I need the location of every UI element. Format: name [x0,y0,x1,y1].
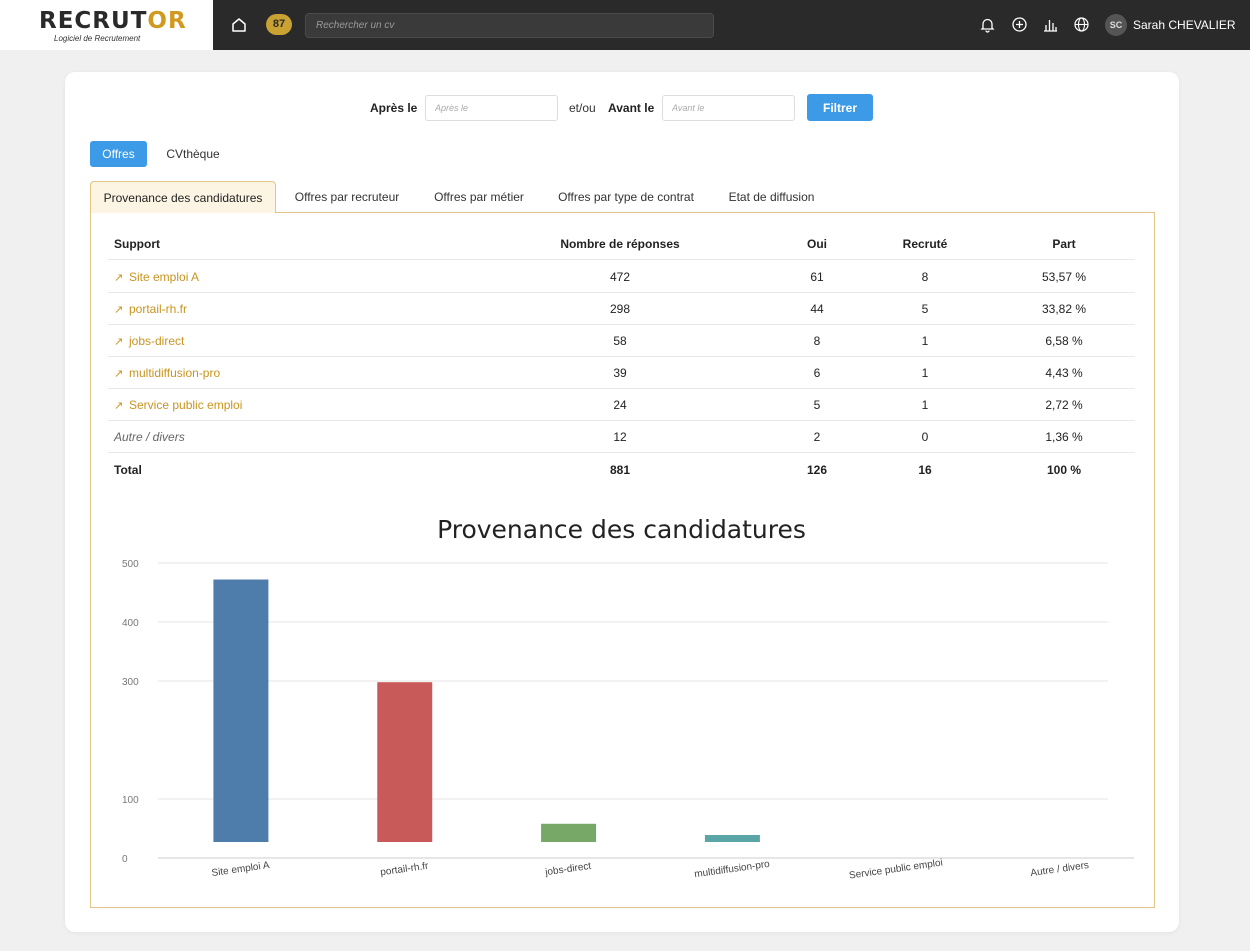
after-date-label: Après le [370,101,418,115]
user-avatar[interactable]: SC [1105,14,1127,36]
external-link-icon: ↗ [114,304,124,316]
cell-reponses: 24 [613,398,627,412]
x-tick-label: Service public emploi [848,858,943,882]
filter-button[interactable]: Filtrer [807,94,873,121]
external-link-icon: ↗ [114,336,124,348]
and-or-separator: et/ou [569,101,596,115]
total-label: Total [114,463,142,477]
cell-recrute: 0 [921,430,929,444]
before-date-input[interactable] [662,95,795,121]
tab-panel [90,212,1155,908]
tab-offres-par-type-contrat[interactable]: Offres par type de contrat [558,190,694,204]
y-tick-label: 100 [122,795,139,806]
cell-reponses: 472 [609,270,631,284]
cell-reponses: 39 [613,366,627,380]
cell-oui: 2 [813,430,821,444]
home-icon[interactable] [230,16,248,34]
bar-chart: 0 100 300 400 500 Site emploi A portail-rh.fr j… [122,559,1134,882]
external-link-icon: ↗ [114,400,124,412]
support-label: Autre / divers [114,430,185,444]
bell-icon[interactable] [979,16,996,33]
header-recrute: Recruté [902,237,948,251]
tab-offres-par-metier[interactable]: Offres par métier [434,190,524,204]
header-reponses: Nombre de réponses [560,237,680,251]
cell-part: 2,72 % [1045,398,1083,412]
table-row: ↗ Service public emploi 24 5 1 2,72 % [108,389,1135,421]
logo-subtitle: Logiciel de Recrutement [54,34,141,43]
x-tick-label: Site emploi A [211,860,271,879]
external-link-icon: ↗ [114,272,124,284]
add-circle-icon[interactable] [1011,16,1028,33]
globe-icon[interactable] [1073,16,1090,33]
header-support: Support [114,237,160,251]
logo-text: RECRUTOR [39,8,187,34]
table-row: ↗ multidiffusion-pro 39 6 1 4,43 % [108,357,1135,389]
support-link[interactable]: ↗ Site emploi A [114,261,199,293]
cell-part: 1,36 % [1045,430,1083,444]
cell-part: 53,57 % [1041,270,1087,284]
notification-count-badge[interactable]: 87 [266,14,292,35]
cell-part: 6,58 % [1045,334,1083,348]
chart-bar [541,823,597,842]
cell-recrute: 8 [921,270,929,284]
tab-offres-par-recruteur[interactable]: Offres par recruteur [294,190,400,204]
table-row: Autre / divers 12 2 0 1,36 % [108,421,1135,453]
cell-part: 4,43 % [1045,366,1083,380]
x-tick-label: Autre / divers [1030,860,1090,879]
table-row: ↗ Site emploi A 472 61 8 53,57 % [108,261,1135,293]
cell-oui: 8 [813,334,821,348]
search-input[interactable] [305,13,714,38]
cell-recrute: 1 [921,334,929,348]
total-recrute: 16 [918,463,932,477]
support-link[interactable]: ↗ Service public emploi [114,389,242,421]
before-date-label: Avant le [608,101,655,115]
support-link[interactable]: ↗ portail-rh.fr [114,293,187,325]
cell-oui: 61 [810,270,824,284]
table-row: ↗ portail-rh.fr 298 44 5 33,82 % [108,293,1135,325]
cell-recrute: 1 [921,366,929,380]
chart-bar [704,834,760,842]
cell-oui: 5 [813,398,821,412]
cell-recrute: 5 [921,302,929,316]
y-tick-label: 400 [122,618,139,629]
cell-reponses: 12 [613,430,627,444]
cell-recrute: 1 [921,398,929,412]
bar-chart-icon[interactable] [1042,16,1059,33]
y-tick-label: 300 [122,677,139,688]
support-link[interactable]: ↗ multidiffusion-pro [114,357,220,389]
cell-oui: 6 [813,366,821,380]
x-tick-label: multidiffusion-pro [694,859,771,881]
cell-part: 33,82 % [1041,302,1087,316]
total-oui: 126 [806,463,828,477]
pill-cvtheque[interactable]: CVthèque [166,147,220,161]
table-header-row: Support Nombre de réponses Oui Recruté P… [108,228,1135,260]
tab-etat-de-diffusion[interactable]: Etat de diffusion [728,190,815,204]
header-part: Part [1052,237,1076,251]
table-total-row: Total 881 126 16 100 % [108,454,1135,486]
total-reponses: 881 [609,463,631,477]
external-link-icon: ↗ [114,368,124,380]
after-date-input[interactable] [425,95,558,121]
top-navbar: RECRUTOR Logiciel de Recrutement 87 SC S… [0,0,1250,50]
logo[interactable]: RECRUTOR Logiciel de Recrutement [0,0,213,50]
tab-provenance[interactable]: Provenance des candidatures [90,181,276,213]
x-tick-label: jobs-direct [544,861,592,878]
support-link[interactable]: ↗ jobs-direct [114,325,184,357]
cell-reponses: 58 [613,334,627,348]
pill-offres[interactable]: Offres [90,141,147,167]
table-row: ↗ jobs-direct 58 8 1 6,58 % [108,325,1135,357]
cell-reponses: 298 [609,302,631,316]
user-name[interactable]: Sarah CHEVALIER [1133,18,1236,32]
chart-title: Provenance des candidatures [437,515,806,544]
chart-bar [213,579,269,842]
total-part: 100 % [1046,463,1082,477]
y-tick-label: 0 [122,854,128,865]
chart-bar [377,682,433,842]
x-tick-label: portail-rh.fr [380,861,430,879]
cell-oui: 44 [810,302,824,316]
y-tick-label: 500 [122,559,139,570]
header-oui: Oui [807,237,827,251]
